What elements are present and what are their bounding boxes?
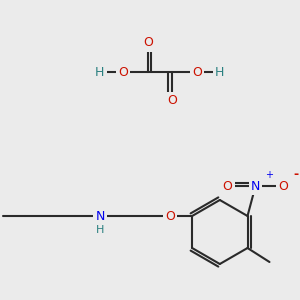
Text: -: -	[293, 168, 298, 181]
Text: N: N	[95, 209, 105, 223]
Text: O: O	[143, 37, 153, 50]
Text: +: +	[266, 170, 274, 180]
Text: H: H	[96, 225, 104, 235]
Text: O: O	[118, 65, 128, 79]
Text: O: O	[278, 179, 288, 193]
Text: O: O	[167, 94, 177, 107]
Text: N: N	[251, 179, 260, 193]
Text: O: O	[192, 65, 202, 79]
Text: O: O	[165, 209, 175, 223]
Text: H: H	[95, 65, 105, 79]
Text: O: O	[223, 179, 232, 193]
Text: H: H	[215, 65, 224, 79]
